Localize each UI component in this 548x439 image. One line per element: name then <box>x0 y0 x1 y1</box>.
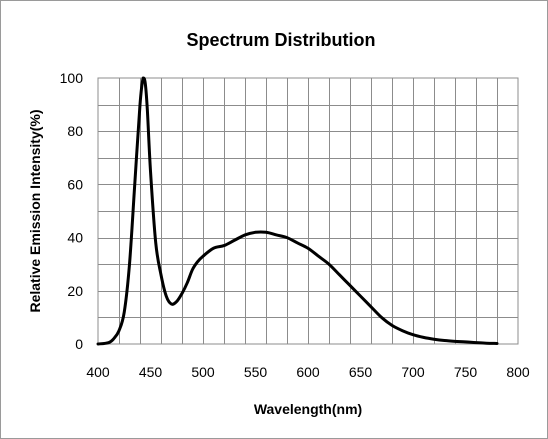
y-tick-label: 100 <box>60 70 84 86</box>
x-tick-label: 650 <box>349 364 373 380</box>
tick-labels: 400 450 500 550 600 650 700 750 800 0 20 40 60 80 100 <box>60 70 530 380</box>
chart-title: Spectrum Distribution <box>186 30 375 50</box>
x-axis-label: Wavelength(nm) <box>254 401 362 417</box>
y-tick-label: 60 <box>67 176 83 192</box>
y-tick-label: 0 <box>75 336 83 352</box>
y-axis-label: Relative Emission Intensity(%) <box>27 109 43 312</box>
spectrum-line <box>96 76 499 346</box>
grid-layer <box>98 78 518 344</box>
x-tick-label: 500 <box>191 364 215 380</box>
plot-area <box>97 77 519 345</box>
y-tick-label: 20 <box>67 283 83 299</box>
x-tick-label: 550 <box>244 364 268 380</box>
y-tick-label: 80 <box>67 123 83 139</box>
x-tick-label: 600 <box>296 364 320 380</box>
x-tick-label: 700 <box>401 364 425 380</box>
x-tick-label: 450 <box>139 364 163 380</box>
x-tick-label: 750 <box>454 364 478 380</box>
x-tick-label: 800 <box>506 364 530 380</box>
x-tick-label: 400 <box>86 364 110 380</box>
y-tick-label: 40 <box>67 230 83 246</box>
